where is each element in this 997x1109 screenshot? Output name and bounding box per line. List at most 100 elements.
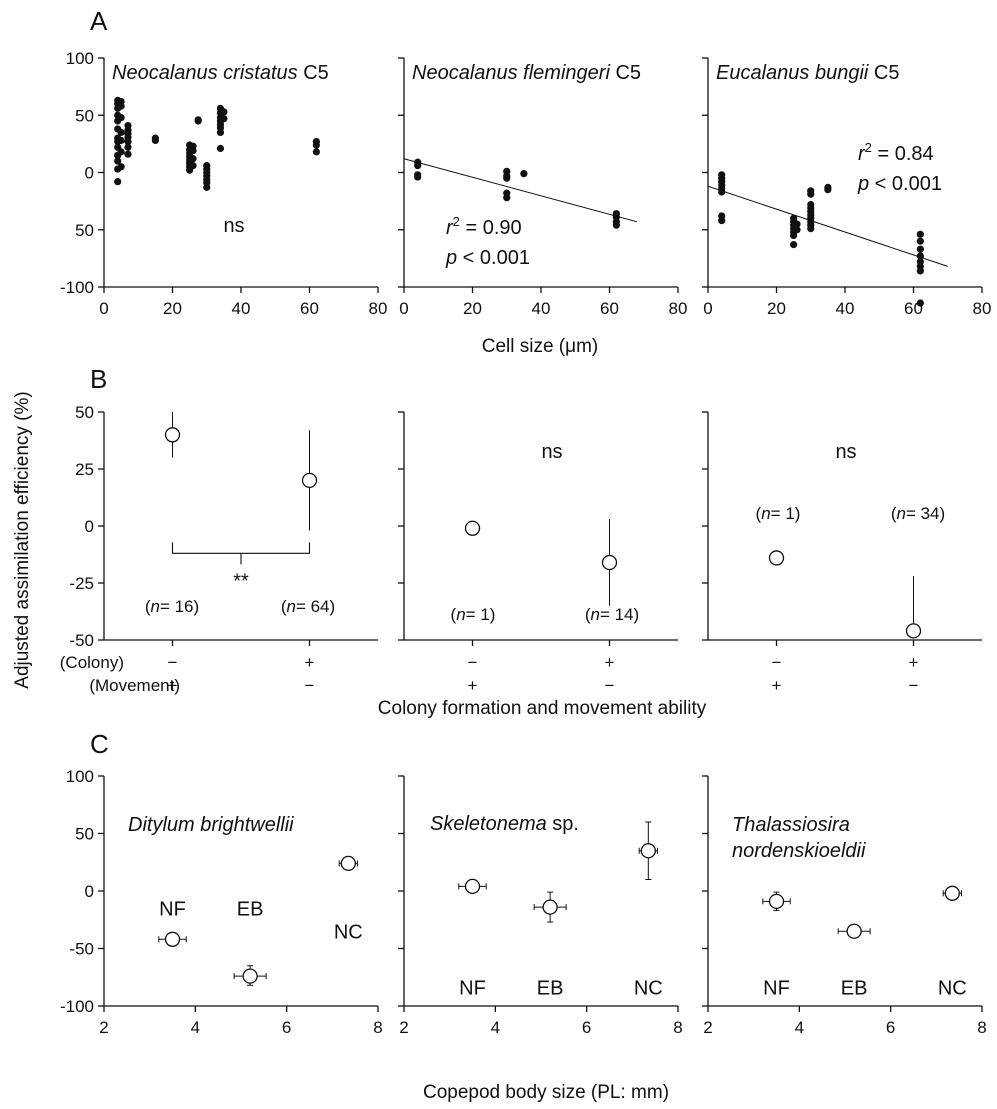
- data-point: [117, 128, 125, 137]
- subplot-title-c1: Ditylum brightwellii: [128, 814, 294, 836]
- chart-c3: 2 4 6 8 Thalassiosira nordenskioeldii NF EB NC: [702, 775, 987, 1037]
- text-span: 2: [453, 214, 460, 229]
- text-span: Neocalanus cristatus: [112, 62, 298, 84]
- data-point: [612, 221, 620, 229]
- chart-b2: −++−ns(n= 1) (n= 14): [398, 411, 678, 695]
- text-span: < 0.001: [869, 173, 942, 195]
- text-span: (: [756, 504, 762, 523]
- n-label: (n= 16): [145, 597, 199, 616]
- data-point: [203, 183, 211, 191]
- data-point: [414, 162, 422, 170]
- text-span: = 14): [600, 605, 639, 624]
- panel-label-c: C: [90, 729, 109, 759]
- x-tick-label-a3: 80: [973, 299, 992, 318]
- y-tick-label-b1: 0: [85, 517, 94, 536]
- data-point: [117, 113, 125, 122]
- data-point: [718, 188, 726, 196]
- y-tick-label-b1: -50: [69, 631, 94, 650]
- mean-marker: [301, 472, 318, 489]
- mean-marker: [340, 855, 356, 872]
- y-tick-label-a1: 100: [66, 49, 94, 68]
- movement-sign: −: [305, 676, 315, 695]
- point-label: NC: [334, 921, 363, 943]
- text-span: (: [145, 597, 151, 616]
- text-span: n: [896, 504, 905, 523]
- y-tick-label-b1: 50: [75, 403, 94, 422]
- x-tick-label-a3: 0: [703, 299, 712, 318]
- data-point: [790, 231, 798, 240]
- text-span: Eucalanus bungii: [716, 62, 869, 84]
- n-label: (n= 1): [756, 504, 801, 523]
- point-label: NF: [763, 978, 790, 1000]
- data-point: [793, 226, 801, 234]
- subplot-title-a1: Neocalanus cristatus C5: [112, 62, 329, 84]
- y-tick-label-a1: 50: [75, 221, 94, 240]
- point-label: NF: [159, 898, 186, 920]
- point-label: EB: [237, 898, 264, 920]
- text-span: C5: [868, 62, 899, 84]
- colony-sign: +: [909, 653, 919, 672]
- text-span: = 1): [771, 504, 801, 523]
- data-point: [916, 245, 924, 253]
- data-point: [114, 157, 122, 165]
- movement-sign: +: [468, 676, 478, 695]
- text-span: (: [891, 504, 897, 523]
- annotation-ns-b3: ns: [835, 441, 856, 463]
- text-span: = 0.84: [872, 143, 934, 165]
- row-label-movement: (Movement): [89, 676, 180, 695]
- text-span: Neocalanus flemingeri: [412, 62, 610, 84]
- x-axis-title-a: Cell size (μm): [482, 336, 599, 357]
- text-span: n: [456, 605, 465, 624]
- subplot-title-a2: Neocalanus flemingeri C5: [412, 62, 641, 84]
- chart-a2: 0 20 40 60 80 Neocalanus flemingeri C5 r2 = 0.…: [398, 57, 687, 318]
- annotation-p-a3: p < 0.001: [857, 173, 942, 195]
- subplot-title-c2: Skeletonema sp.: [430, 813, 579, 835]
- text-span: n: [761, 504, 770, 523]
- x-tick-label-c2: 6: [582, 1018, 591, 1037]
- x-tick-label-c1: 2: [99, 1018, 108, 1037]
- x-tick-label-a2: 20: [463, 299, 482, 318]
- annotation-r2-a2: r2 = 0.90: [446, 214, 522, 239]
- x-tick-label-c3: 6: [886, 1018, 895, 1037]
- subplot-title-c3: Thalassiosira: [732, 814, 850, 836]
- data-point: [124, 150, 132, 158]
- data-point: [220, 108, 228, 116]
- x-tick-label-a1: 60: [300, 299, 319, 318]
- y-tick-label-c1: 100: [66, 767, 94, 786]
- chart-c2: 2 4 6 8 Skeletonema sp. NF EB NC: [398, 775, 683, 1037]
- text-span: p: [445, 247, 457, 269]
- colony-sign: −: [468, 653, 478, 672]
- annotation-p-a2: p < 0.001: [445, 247, 530, 269]
- mean-marker: [242, 968, 258, 984]
- text-span: = 0.90: [460, 217, 522, 239]
- text-span: = 34): [906, 504, 945, 523]
- data-point: [916, 237, 924, 245]
- data-point: [807, 190, 815, 198]
- x-tick-label-c1: 6: [282, 1018, 291, 1037]
- y-tick-label-a1: 50: [75, 106, 94, 125]
- mean-marker: [768, 550, 785, 566]
- y-tick-label-c1: -50: [69, 940, 94, 959]
- x-tick-label-c3: 4: [795, 1018, 804, 1037]
- significance-bracket: [171, 542, 311, 554]
- text-span: < 0.001: [457, 247, 530, 269]
- significance-stars: **: [233, 570, 249, 592]
- mean-marker: [640, 843, 656, 859]
- y-tick-label-b1: -25: [69, 574, 94, 593]
- text-span: n: [286, 597, 295, 616]
- x-tick-label-a1: 40: [232, 299, 251, 318]
- mean-marker: [464, 878, 481, 895]
- n-label: (n= 64): [281, 597, 335, 616]
- n-label: (n= 14): [585, 605, 639, 624]
- text-span: C5: [610, 62, 641, 84]
- data-point: [216, 128, 225, 137]
- text-span: = 64): [296, 597, 335, 616]
- colony-sign: −: [772, 653, 782, 672]
- mean-marker: [768, 893, 785, 909]
- data-point: [503, 174, 511, 182]
- chart-b3: −++−ns(n= 1) (n= 34): [702, 411, 982, 695]
- data-point: [916, 299, 924, 307]
- movement-sign: +: [168, 676, 178, 695]
